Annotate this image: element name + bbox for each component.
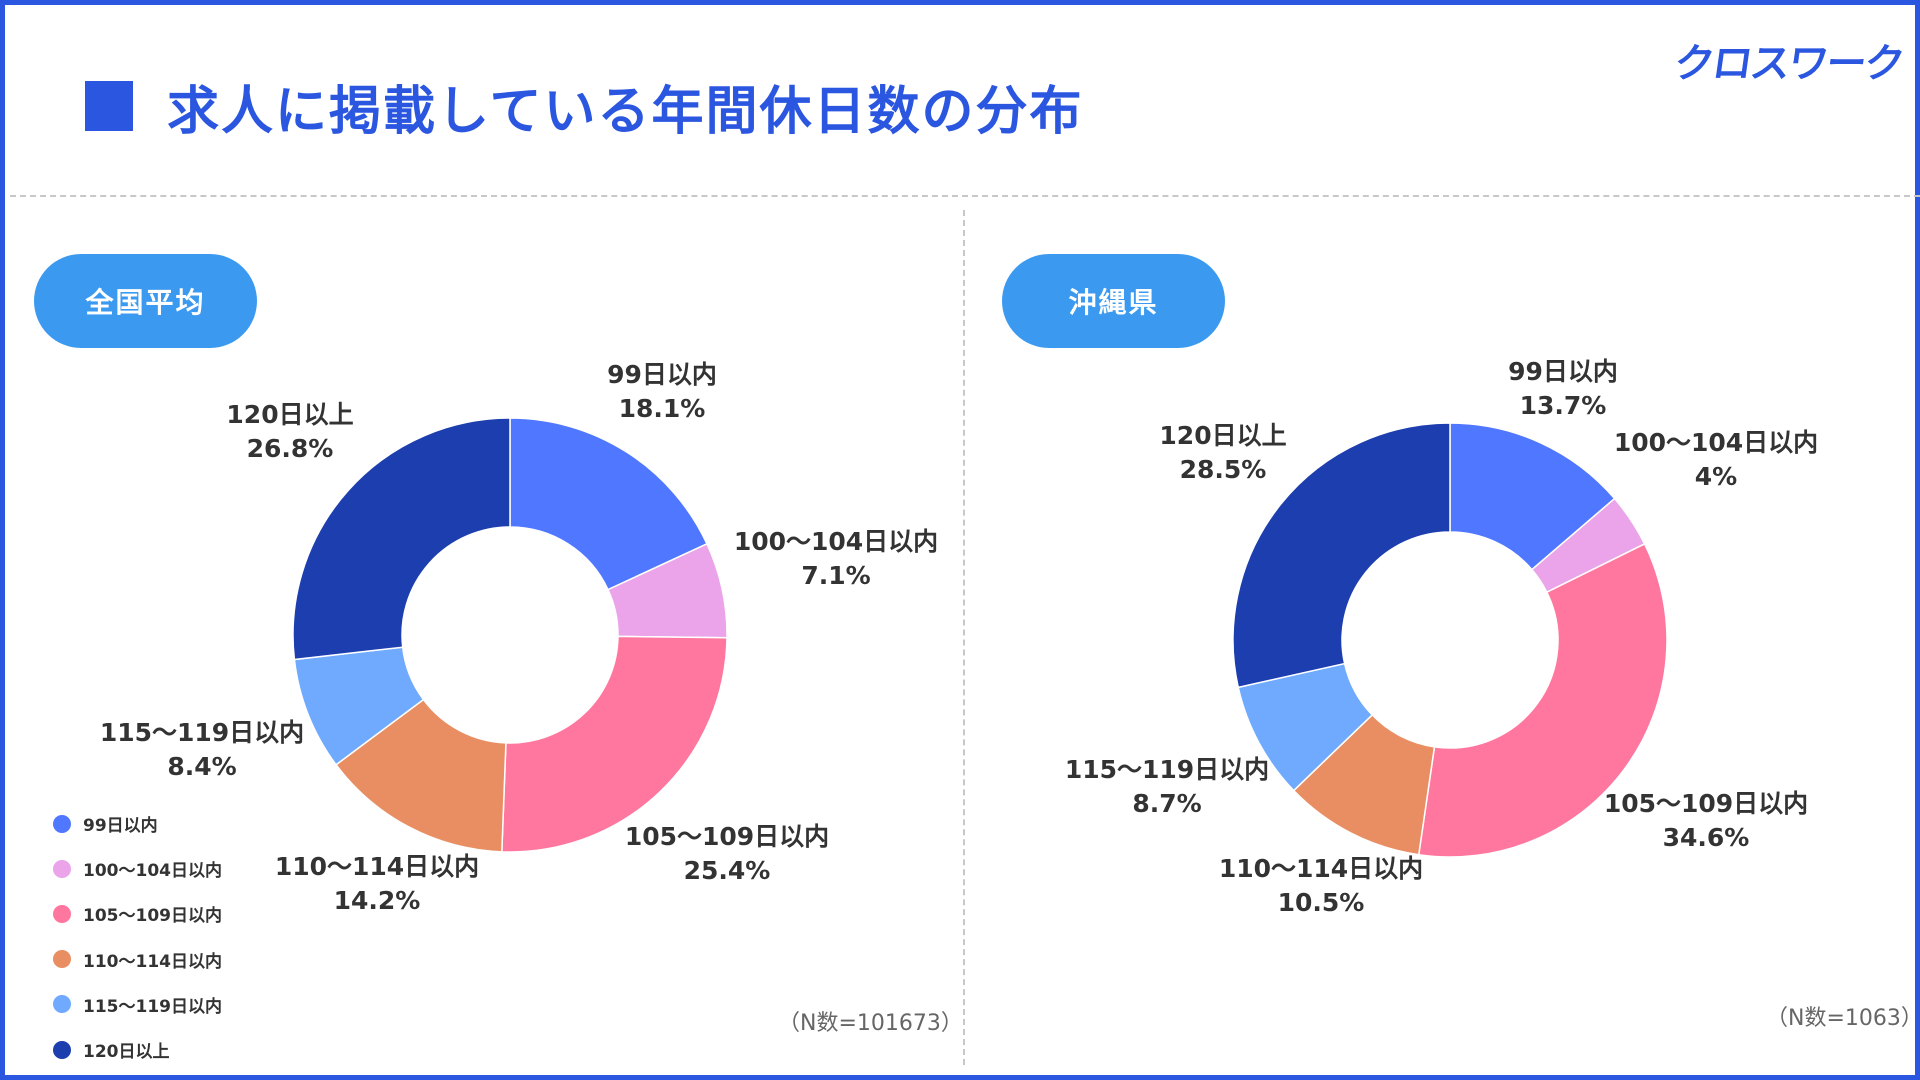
region-label-okinawa: 沖縄県	[1002, 254, 1225, 348]
legend-item: 110〜114日以内	[53, 937, 222, 982]
legend-label: 105〜109日以内	[83, 906, 222, 927]
slice-value-national-5: 26.8%	[247, 434, 334, 463]
donut-slice-okinawa-5	[1232, 422, 1451, 689]
legend-swatch	[53, 859, 71, 878]
slice-value-okinawa-0: 13.7%	[1520, 391, 1607, 420]
donut-slice-national-2	[501, 635, 728, 853]
slice-value-national-1: 7.1%	[801, 561, 870, 590]
vertical-divider	[963, 210, 965, 1065]
slice-label-okinawa-4: 115〜119日以内	[1065, 755, 1269, 784]
legend-item: 99日以内	[53, 801, 222, 846]
region-label-national: 全国平均	[34, 254, 257, 348]
legend-label: 100〜104日以内	[83, 861, 222, 882]
slice-label-national-3: 110〜114日以内	[275, 852, 479, 881]
slice-label-okinawa-2: 105〜109日以内	[1604, 789, 1808, 818]
slice-value-okinawa-4: 8.7%	[1132, 789, 1201, 818]
slice-label-okinawa-3: 110〜114日以内	[1219, 854, 1423, 883]
slice-label-national-5: 120日以上	[226, 400, 353, 429]
horizontal-divider	[10, 195, 1920, 197]
legend-item: 120日以上	[53, 1027, 222, 1072]
legend-label: 120日以上	[83, 1042, 170, 1063]
slice-label-national-2: 105〜109日以内	[625, 822, 829, 851]
legend-item: 115〜119日以内	[53, 982, 222, 1027]
sample-size-okinawa: （N数=1063）	[1766, 1006, 1920, 1031]
legend-swatch	[53, 950, 71, 969]
page-title: 求人に掲載している年間休日数の分布	[167, 82, 1084, 142]
slice-label-national-0: 99日以内	[607, 360, 717, 389]
legend-swatch	[53, 904, 71, 923]
slice-value-okinawa-2: 34.6%	[1663, 823, 1750, 852]
legend-label: 115〜119日以内	[83, 996, 222, 1017]
slice-label-national-4: 115〜119日以内	[100, 718, 304, 747]
slice-label-national-1: 100〜104日以内	[734, 527, 938, 556]
slice-value-national-3: 14.2%	[334, 886, 421, 915]
slice-value-national-0: 18.1%	[619, 394, 706, 423]
slice-label-okinawa-5: 120日以上	[1159, 421, 1286, 450]
slice-value-okinawa-5: 28.5%	[1180, 455, 1267, 484]
donut-slice-okinawa-2	[1417, 542, 1668, 858]
legend-label: 99日以内	[83, 816, 158, 837]
slice-value-okinawa-1: 4%	[1695, 462, 1737, 491]
legend-item: 100〜104日以内	[53, 846, 222, 891]
slice-label-okinawa-1: 100〜104日以内	[1614, 428, 1818, 457]
slice-value-okinawa-3: 10.5%	[1278, 888, 1365, 917]
slice-value-national-2: 25.4%	[684, 856, 771, 885]
donut-slice-national-0	[509, 417, 708, 591]
sample-size-national: （N数=101673）	[778, 1011, 963, 1036]
title-marker	[85, 81, 133, 131]
legend-swatch	[53, 1040, 71, 1059]
legend-label: 110〜114日以内	[83, 951, 222, 972]
legend-swatch	[53, 995, 71, 1014]
slice-label-okinawa-0: 99日以内	[1508, 357, 1618, 386]
donut-slice-national-5	[292, 417, 511, 661]
legend: 99日以内 100〜104日以内 105〜109日以内 110〜114日以内 1…	[53, 801, 222, 1072]
legend-item: 105〜109日以内	[53, 891, 222, 936]
legend-swatch	[53, 814, 71, 833]
slice-value-national-4: 8.4%	[167, 752, 236, 781]
